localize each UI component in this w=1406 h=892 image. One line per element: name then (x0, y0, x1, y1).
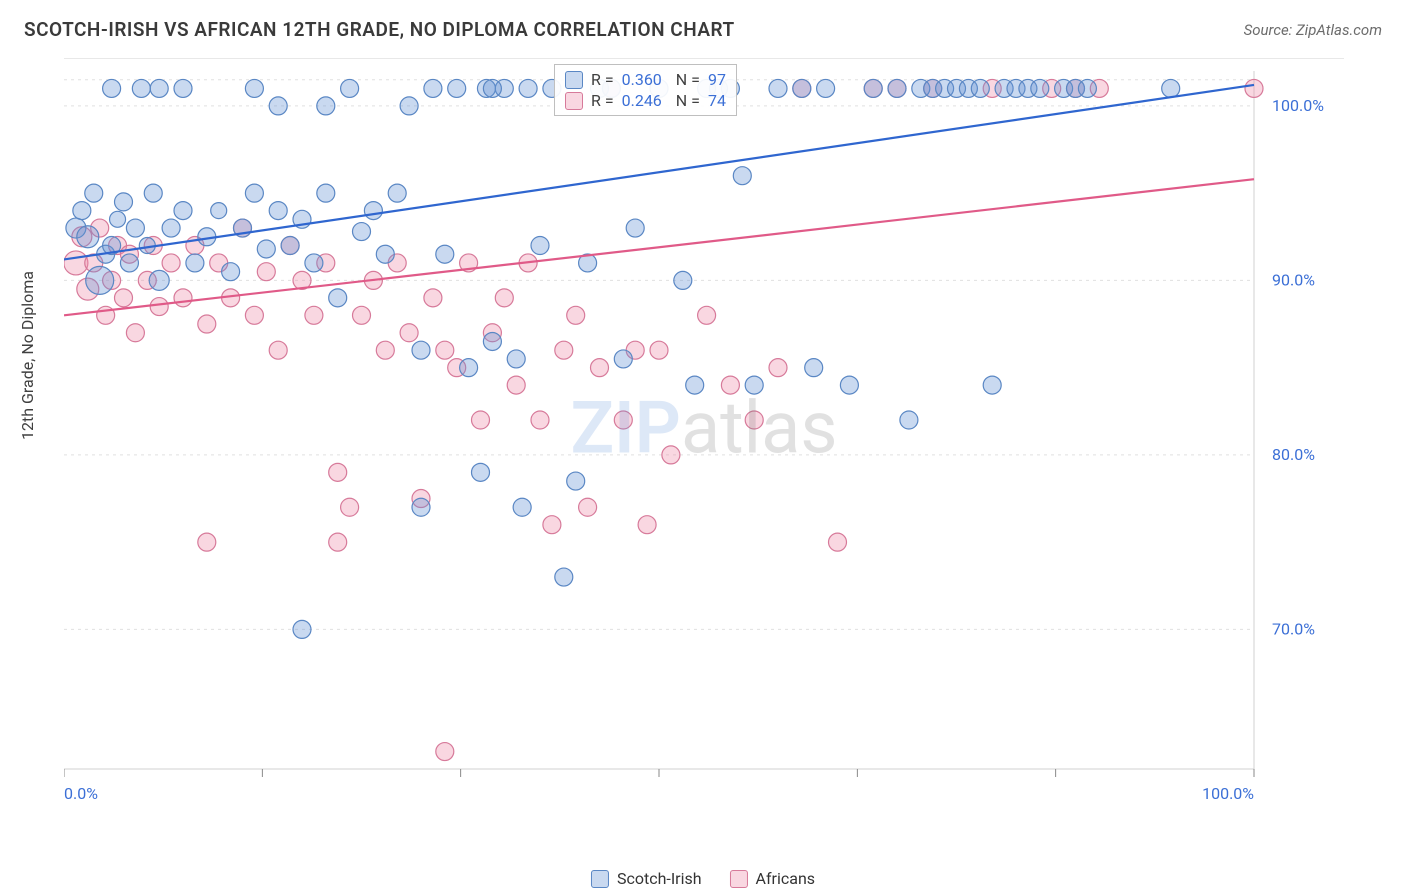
series-legend-item: Scotch-Irish (591, 869, 702, 888)
y-axis-label: 12th Grade, No Diploma (18, 271, 37, 440)
chart-area: 70.0%80.0%90.0%100.0%0.0%100.0% ZIPatlas… (64, 58, 1344, 828)
n-label: N = (676, 70, 700, 89)
n-value: 97 (708, 70, 726, 89)
correlation-legend: R = 0.360 N = 97 R = 0.246 N = 74 (554, 64, 737, 116)
series-label: Africans (756, 869, 815, 888)
series-legend-item: Africans (730, 869, 815, 888)
svg-text:90.0%: 90.0% (1272, 270, 1315, 289)
chart-title: SCOTCH-IRISH VS AFRICAN 12TH GRADE, NO D… (24, 18, 735, 41)
series-legend: Scotch-Irish Africans (591, 869, 815, 888)
r-value: 0.360 (622, 70, 662, 89)
chart-source: Source: ZipAtlas.com (1244, 21, 1382, 39)
legend-swatch (591, 870, 609, 888)
chart-header: SCOTCH-IRISH VS AFRICAN 12TH GRADE, NO D… (0, 0, 1406, 51)
legend-swatch (730, 870, 748, 888)
r-value: 0.246 (622, 91, 662, 110)
r-label: R = (591, 91, 614, 110)
r-label: R = (591, 70, 614, 89)
scatter-plot: 70.0% 80.0% 90.0% 100.0% 0.0% 100.0% (64, 59, 1344, 829)
svg-text:0.0%: 0.0% (64, 784, 98, 803)
svg-text:70.0%: 70.0% (1272, 619, 1315, 638)
svg-text:80.0%: 80.0% (1272, 445, 1315, 464)
svg-text:100.0%: 100.0% (1272, 96, 1324, 115)
legend-swatch (565, 92, 583, 110)
svg-text:100.0%: 100.0% (1202, 784, 1254, 803)
correlation-legend-row: R = 0.246 N = 74 (565, 90, 726, 111)
n-label: N = (676, 91, 700, 110)
series-label: Scotch-Irish (617, 869, 702, 888)
legend-swatch (565, 71, 583, 89)
correlation-legend-row: R = 0.360 N = 97 (565, 69, 726, 90)
n-value: 74 (708, 91, 726, 110)
